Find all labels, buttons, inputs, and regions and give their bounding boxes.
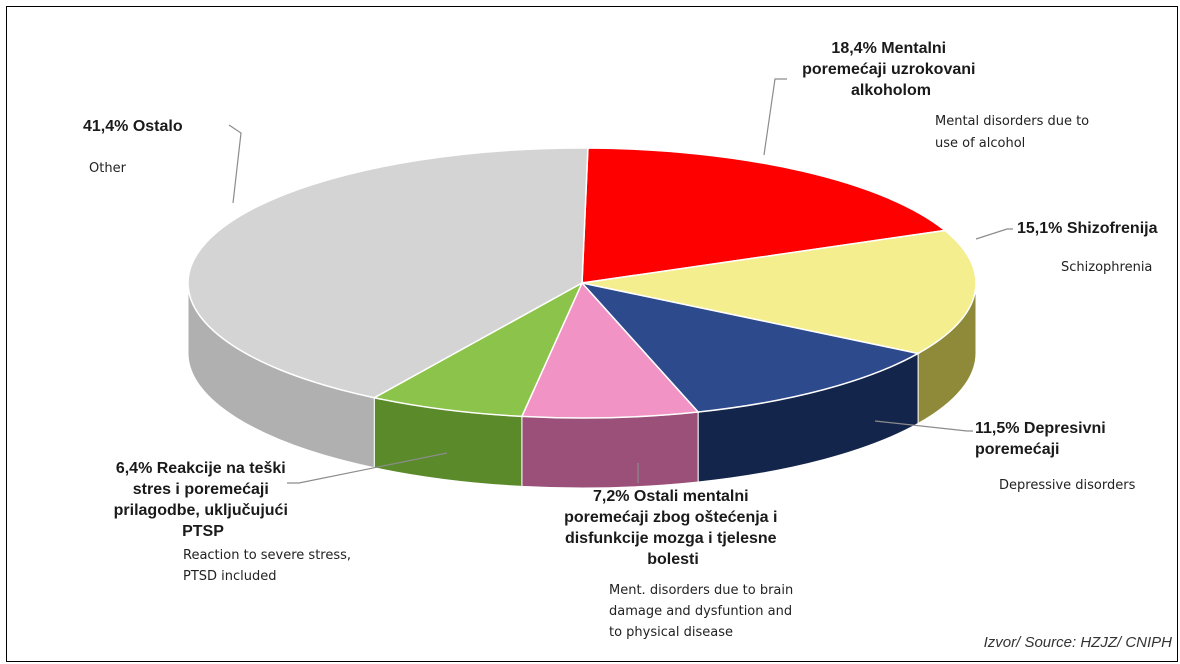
label-stress-hr: 6,4% Reakcije na teški stres i poremećaj… [114,460,293,540]
label-alcohol-hr: 18,4% Mentalni poremećaji uzrokovani alk… [802,40,980,99]
leader-line-4 [287,452,448,484]
label-schizo-en: Schizophrenia [1061,260,1152,275]
label-brain-en: Ment. disorders due to brain damage and … [609,583,797,640]
pie-chart: 18,4% Mentalni poremećaji uzrokovani alk… [83,40,1173,651]
leader-line-1 [975,228,1013,240]
leader-line-5 [228,124,242,204]
leader-line-2 [874,420,973,432]
source-note: Izvor/ Source: HZJZ/ CNIPH [984,634,1173,651]
label-stress-en: Reaction to severe stress, PTSD included [183,548,355,584]
label-depress-hr: 11,5% Depresivni poremećaji [975,420,1110,458]
pie-slice-0 [581,147,947,284]
label-schizo-hr: 15,1% Shizofrenija [1017,220,1158,237]
label-other-en: Other [89,161,127,176]
leader-line-0 [763,78,787,156]
pie-slice-4 [372,281,584,418]
pie-slice-2 [579,281,921,413]
label-other-hr: 41,4% Ostalo [83,118,183,135]
pie-slice-1 [581,229,977,355]
chart-frame: 18,4% Mentalni poremećaji uzrokovani alk… [6,6,1178,662]
label-depress-en: Depressive disorders [999,478,1136,493]
label-brain-hr: 7,2% Ostali mentalni poremećaji zbog ošt… [564,488,782,568]
pie-side-3 [521,411,699,489]
pie-slice-3 [520,281,700,419]
pie-slice-5 [187,147,589,399]
label-alcohol-en: Mental disorders due to use of alcohol [935,114,1093,151]
